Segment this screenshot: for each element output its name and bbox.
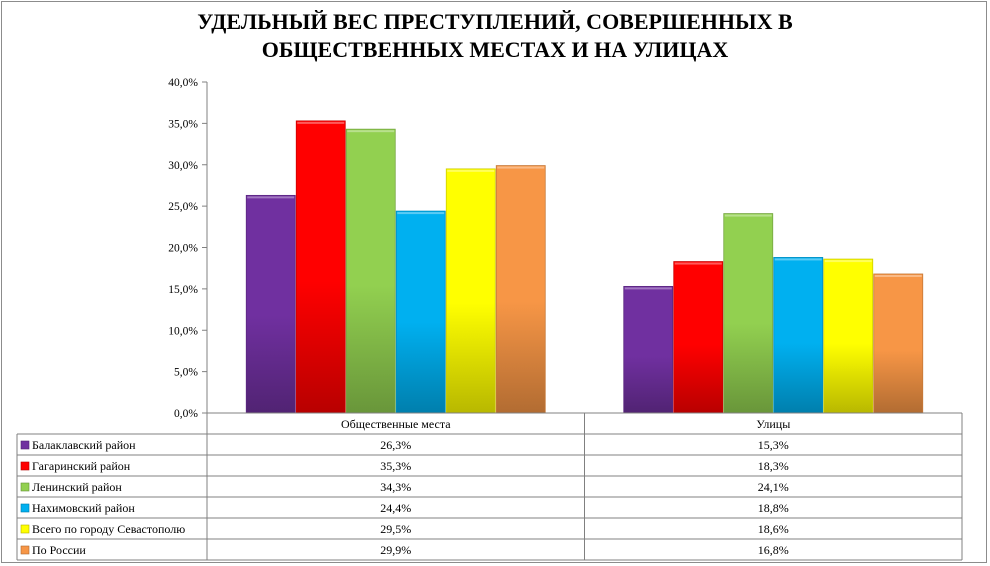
legend-label: Ленинский район (32, 480, 122, 494)
data-table-cell: 35,3% (380, 459, 411, 473)
bar-top-highlight (874, 274, 922, 277)
bar (873, 273, 924, 414)
category-label: Общественные места (341, 417, 451, 431)
data-table-cell: 18,8% (758, 501, 789, 515)
bar-top-highlight (247, 196, 295, 199)
y-tick-label: 25,0% (168, 201, 198, 213)
bar-top-highlight (297, 121, 345, 124)
data-table-cell: 26,3% (380, 438, 411, 452)
bar (623, 285, 674, 414)
chart-title-line-2: ОБЩЕСТВЕННЫХ МЕСТАХ И НА УЛИЦАХ (261, 37, 729, 62)
bar (495, 165, 546, 414)
bar-top-highlight (447, 169, 495, 172)
bar (723, 213, 774, 414)
y-tick-label: 20,0% (168, 243, 198, 255)
data-table-cell: 34,3% (380, 480, 411, 494)
y-tick-label: 40,0% (168, 77, 198, 89)
bar-top-highlight (624, 287, 672, 290)
legend-key (20, 503, 30, 513)
y-tick-label: 10,0% (168, 325, 198, 337)
legend-key (20, 482, 30, 492)
bar-top-highlight (497, 166, 545, 169)
data-table-cell: 29,5% (380, 522, 411, 536)
chart-title-line-1: УДЕЛЬНЫЙ ВЕС ПРЕСТУПЛЕНИЙ, СОВЕРШЕННЫХ В (197, 9, 793, 34)
bar-top-highlight (774, 258, 822, 261)
bar (823, 258, 874, 414)
bar (773, 257, 824, 414)
legend-key (20, 461, 30, 471)
data-table-cell: 29,9% (380, 543, 411, 557)
bar (445, 168, 496, 414)
y-tick-label: 35,0% (168, 118, 198, 130)
legend-label: Всего по городу Севастополю (32, 522, 185, 536)
legend-key (20, 545, 30, 555)
y-tick-label: 30,0% (168, 160, 198, 172)
legend-label: Гагаринский район (32, 459, 131, 473)
bar-top-highlight (674, 262, 722, 265)
data-table-cell: 24,4% (380, 501, 411, 515)
data-table-cell: 18,3% (758, 459, 789, 473)
y-tick-label: 0,0% (174, 408, 198, 420)
data-table-cell: 18,6% (758, 522, 789, 536)
legend-label: По России (32, 543, 86, 557)
bar-top-highlight (824, 260, 872, 263)
legend-label: Балаклавский район (32, 438, 136, 452)
chart-title: УДЕЛЬНЫЙ ВЕС ПРЕСТУПЛЕНИЙ, СОВЕРШЕННЫХ В… (0, 8, 990, 64)
bar (673, 261, 724, 414)
bar (245, 194, 296, 414)
data-table-cell: 16,8% (758, 543, 789, 557)
data-table-cell: 24,1% (758, 480, 789, 494)
y-tick-label: 15,0% (168, 284, 198, 296)
bar (295, 120, 346, 414)
bar-top-highlight (724, 214, 772, 217)
category-label: Улицы (756, 417, 790, 431)
bar (345, 128, 396, 414)
bar-top-highlight (397, 212, 445, 215)
y-tick-label: 5,0% (174, 367, 198, 379)
data-table-cell: 15,3% (758, 438, 789, 452)
bar (395, 210, 446, 414)
legend-label: Нахимовский район (32, 501, 135, 515)
legend-key (20, 440, 30, 450)
legend-key (20, 524, 30, 534)
bar-top-highlight (347, 130, 395, 133)
